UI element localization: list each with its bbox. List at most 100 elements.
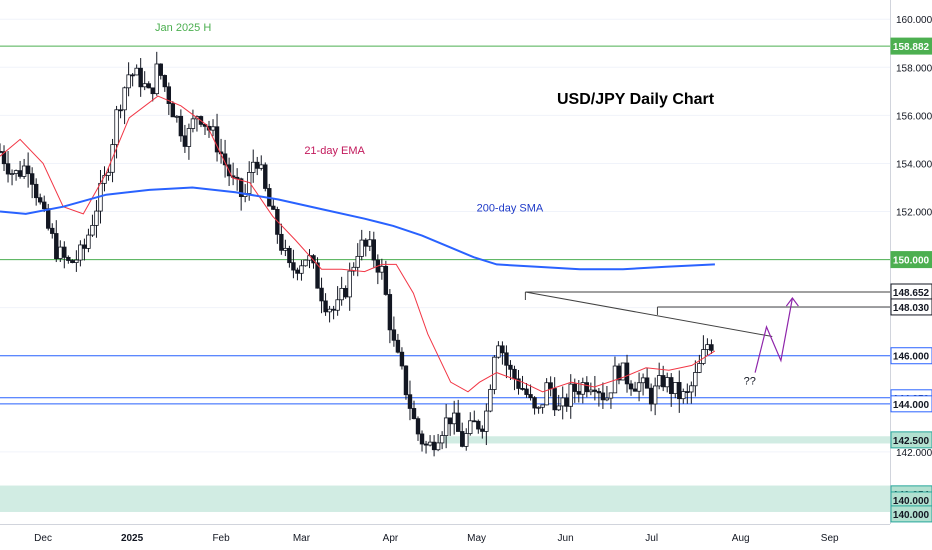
candle-body bbox=[146, 83, 151, 89]
candle-body bbox=[33, 183, 39, 199]
y-tick-label: 156.000 bbox=[896, 111, 932, 122]
projection-arrowhead bbox=[785, 297, 799, 307]
candle-body bbox=[367, 239, 372, 247]
candle-body bbox=[427, 441, 433, 446]
drawings bbox=[524, 291, 890, 373]
chart-annotation: ?? bbox=[744, 376, 756, 388]
candle-body bbox=[162, 75, 167, 88]
candle-body bbox=[648, 387, 654, 405]
candle-body bbox=[516, 378, 521, 389]
candle-body bbox=[134, 67, 139, 76]
candle-body bbox=[323, 300, 328, 313]
candle-body bbox=[251, 161, 256, 173]
candle-body bbox=[46, 208, 51, 229]
candle-body bbox=[94, 210, 99, 226]
candle-body bbox=[644, 377, 650, 389]
candle-body bbox=[387, 294, 393, 331]
candle-body bbox=[403, 365, 409, 396]
candle-body bbox=[693, 372, 698, 387]
x-tick-label: Jun bbox=[558, 533, 574, 544]
candle-body bbox=[596, 391, 602, 394]
candle-body bbox=[291, 262, 296, 271]
candle-body bbox=[335, 299, 340, 311]
price-tag-label: 148.030 bbox=[893, 303, 930, 314]
candle-body bbox=[472, 420, 477, 423]
price-tag-label: 150.000 bbox=[893, 256, 930, 267]
candle-body bbox=[636, 382, 642, 392]
support-zones bbox=[0, 436, 890, 512]
y-tick-label: 158.000 bbox=[896, 63, 932, 74]
candle-body bbox=[29, 173, 35, 185]
candle-body bbox=[58, 246, 63, 259]
candle-body bbox=[556, 405, 561, 411]
candle-body bbox=[54, 233, 59, 259]
candle-body bbox=[331, 308, 336, 311]
candle-body bbox=[210, 126, 216, 131]
candle-body bbox=[407, 394, 413, 409]
candle-body bbox=[17, 170, 23, 177]
candle-body bbox=[548, 382, 553, 389]
price-tag bbox=[890, 298, 932, 316]
ema-21-line bbox=[0, 95, 716, 393]
candle-body bbox=[512, 368, 517, 380]
candle-body bbox=[263, 164, 268, 189]
candle-body bbox=[303, 259, 308, 267]
price-tag-label: 140.000 bbox=[893, 510, 930, 521]
price-tag-label: 146.000 bbox=[893, 352, 930, 363]
candle-body bbox=[460, 431, 465, 447]
candle-body bbox=[9, 173, 15, 175]
candle-body bbox=[214, 126, 220, 153]
price-tags: 158.882150.000148.652148.030146.000144.2… bbox=[890, 37, 932, 523]
sma-200-line bbox=[0, 186, 715, 271]
candle-body bbox=[576, 391, 581, 395]
x-tick-label: May bbox=[467, 533, 486, 544]
candle-body bbox=[299, 265, 304, 274]
candle-body bbox=[74, 259, 79, 263]
candle-body bbox=[600, 392, 606, 401]
grid bbox=[0, 18, 890, 453]
candle-body bbox=[411, 408, 417, 420]
candle-body bbox=[238, 178, 244, 197]
candle-body bbox=[504, 352, 509, 366]
candle-body bbox=[669, 377, 674, 395]
candle-body bbox=[640, 377, 646, 384]
candle-body bbox=[484, 410, 489, 432]
chart-annotation: Jan 2025 H bbox=[155, 22, 211, 34]
candle-body bbox=[21, 165, 27, 177]
candle-body bbox=[677, 382, 682, 400]
candle-body bbox=[685, 391, 690, 393]
candle-body bbox=[620, 362, 626, 381]
candle-body bbox=[371, 239, 376, 261]
candle-body bbox=[697, 363, 702, 373]
price-tag bbox=[890, 505, 932, 523]
candle-body bbox=[50, 227, 55, 234]
support-zone bbox=[439, 436, 890, 444]
price-tag bbox=[890, 251, 932, 269]
candle-body bbox=[480, 428, 485, 432]
candle-body bbox=[709, 344, 714, 351]
candle-body bbox=[536, 406, 541, 409]
candle-body bbox=[701, 349, 706, 364]
candle-body bbox=[363, 239, 368, 247]
candle-body bbox=[435, 442, 441, 451]
price-tag-label: 148.652 bbox=[893, 288, 930, 299]
price-tag-label: 142.500 bbox=[893, 436, 930, 447]
candle-body bbox=[564, 397, 569, 407]
candle-body bbox=[628, 383, 634, 390]
candle-body bbox=[656, 375, 662, 387]
candle-body bbox=[689, 385, 694, 393]
candle-body bbox=[255, 161, 260, 169]
chart-annotation: 200-day SMA bbox=[477, 203, 544, 215]
time-axis[interactable]: Dec 2025 Feb Mar Apr May Jun Jul Aug Sep bbox=[34, 533, 839, 544]
candle-body bbox=[283, 247, 288, 251]
candle-body bbox=[379, 265, 385, 273]
candle-body bbox=[315, 262, 320, 289]
candle-body bbox=[186, 128, 192, 147]
candle-body bbox=[138, 67, 143, 88]
candle-body bbox=[508, 364, 513, 370]
x-tick-label: Feb bbox=[212, 533, 230, 544]
candle-body bbox=[456, 412, 461, 432]
candle-body bbox=[560, 397, 565, 407]
candle-body bbox=[182, 135, 188, 147]
